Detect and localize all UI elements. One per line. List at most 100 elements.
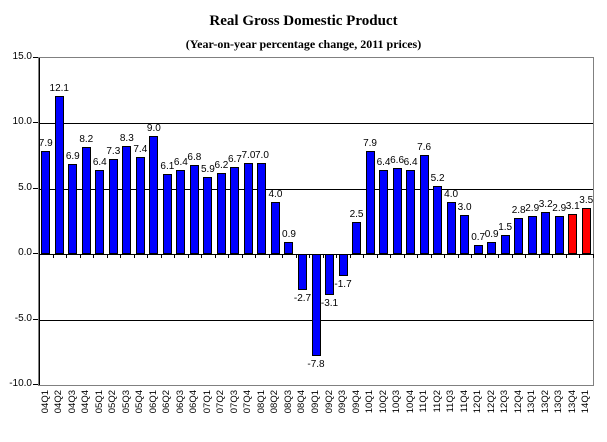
bar-05Q3 [122,145,132,255]
bar-09Q3 [338,254,348,277]
bar-13Q4 [568,213,578,255]
bar-06Q2 [162,174,172,255]
category-tick [120,254,122,259]
bar-value-label-06Q3: 6.4 [173,157,188,169]
x-tick-label-12Q4: 12Q4 [512,390,524,414]
bar-value-label-10Q2: 6.4 [376,157,391,169]
bar-value-label-13Q1: 2.9 [525,203,540,215]
x-tick-label-10Q1: 10Q1 [364,390,376,414]
y-tick-label--5.0: -5.0 [14,312,32,324]
category-tick [201,254,203,259]
bar-value-label-11Q4: 3.0 [457,201,472,213]
bar-09Q1 [311,254,321,357]
bar-value-label-04Q1: 7.9 [38,137,53,149]
category-tick [295,254,297,259]
x-tick-label-05Q4: 05Q4 [134,390,146,414]
x-tick-label-09Q1: 09Q1 [310,390,321,414]
category-tick [268,254,270,259]
bar-value-label-07Q4: 7.0 [241,149,256,161]
y-tick-label-15.0: 15.0 [12,51,32,62]
bar-08Q1 [257,162,267,255]
category-tick [241,254,243,259]
category-tick [457,254,459,259]
bar-value-label-12Q4: 2.8 [511,204,526,216]
bar-11Q3 [446,201,456,255]
x-tick-label-12Q1: 12Q1 [472,390,484,414]
x-tick-label-04Q4: 04Q4 [80,390,92,414]
x-tick-label-04Q3: 04Q3 [66,390,78,414]
x-tick-label-05Q3: 05Q3 [120,390,132,414]
bar-10Q2 [379,170,389,255]
category-tick [498,254,500,259]
bar-09Q4 [352,221,362,255]
bar-08Q3 [284,242,294,255]
bar-value-label-14Q1: 3.5 [579,195,594,207]
y-axis-tick [33,318,38,320]
bar-04Q1 [41,150,51,255]
bar-06Q4 [189,165,199,255]
x-tick-label-04Q1: 04Q1 [39,390,51,414]
x-tick-label-13Q4: 13Q4 [566,390,578,414]
bar-12Q4 [514,217,524,255]
bar-value-label-13Q2: 3.2 [538,199,553,211]
x-tick-label-06Q4: 06Q4 [188,390,200,414]
category-tick [593,254,594,259]
y-axis-tick [33,384,38,385]
x-tick-label-04Q2: 04Q2 [53,390,65,414]
bar-12Q2 [487,242,497,255]
bar-04Q3 [68,163,78,255]
gridline-10 [39,123,593,125]
x-tick-label-13Q2: 13Q2 [539,390,551,414]
category-tick [444,254,446,259]
bar-value-label-13Q4: 3.1 [565,200,580,212]
bar-05Q4 [135,157,145,255]
x-tick-label-11Q1: 11Q1 [418,390,430,413]
bar-04Q4 [81,146,91,255]
bar-13Q1 [527,216,537,255]
bar-value-label-06Q4: 6.8 [187,152,202,164]
category-tick [336,254,338,259]
bar-10Q3 [392,167,402,255]
bar-13Q2 [541,212,551,255]
bar-value-label-05Q4: 7.4 [133,144,148,156]
bar-value-label-10Q1: 7.9 [363,137,377,149]
bar-09Q2 [325,254,334,295]
category-tick [228,254,230,259]
y-axis-tick [33,122,38,124]
bar-value-label-09Q3: -1.7 [334,279,352,291]
y-axis-tick [33,57,38,58]
bar-value-label-07Q3: 6.7 [227,153,242,165]
bar-10Q4 [406,170,416,255]
category-tick [187,254,189,259]
category-tick [552,254,554,259]
bar-04Q2 [54,95,64,255]
category-tick [93,254,95,259]
bar-value-label-13Q3: 2.9 [552,203,567,215]
bar-value-label-09Q2: -3.1 [320,297,339,309]
bar-11Q1 [419,154,429,255]
bar-07Q3 [230,166,240,255]
y-tick-label--10.0: -10.0 [9,378,32,389]
bar-11Q2 [433,186,443,255]
category-tick [417,254,419,259]
x-tick-label-13Q1: 13Q1 [526,390,538,414]
category-tick [322,254,324,259]
category-tick [565,254,567,259]
bar-value-label-04Q4: 8.2 [79,133,94,145]
category-tick [160,254,162,259]
x-tick-label-14Q1: 14Q1 [580,390,592,414]
bar-13Q3 [554,216,564,255]
x-tick-label-11Q3: 11Q3 [445,390,457,413]
category-tick [484,254,486,259]
category-tick [403,254,405,259]
plot-area: 7.9 12.1 6.9 8.2 6.4 7.3 8.3 7.4 9.0 6.1 6.4 6.8 5.9… [38,57,594,386]
x-tick-label-13Q3: 13Q3 [553,390,565,414]
bar-value-label-06Q2: 6.1 [160,161,175,173]
chart-subtitle: (Year-on-year percentage change, 2011 pr… [185,37,422,51]
x-tick-label-10Q4: 10Q4 [404,390,416,414]
category-tick [376,254,378,259]
x-tick-label-08Q4: 08Q4 [296,390,308,414]
y-axis-tick [33,187,38,189]
category-tick [39,254,40,259]
